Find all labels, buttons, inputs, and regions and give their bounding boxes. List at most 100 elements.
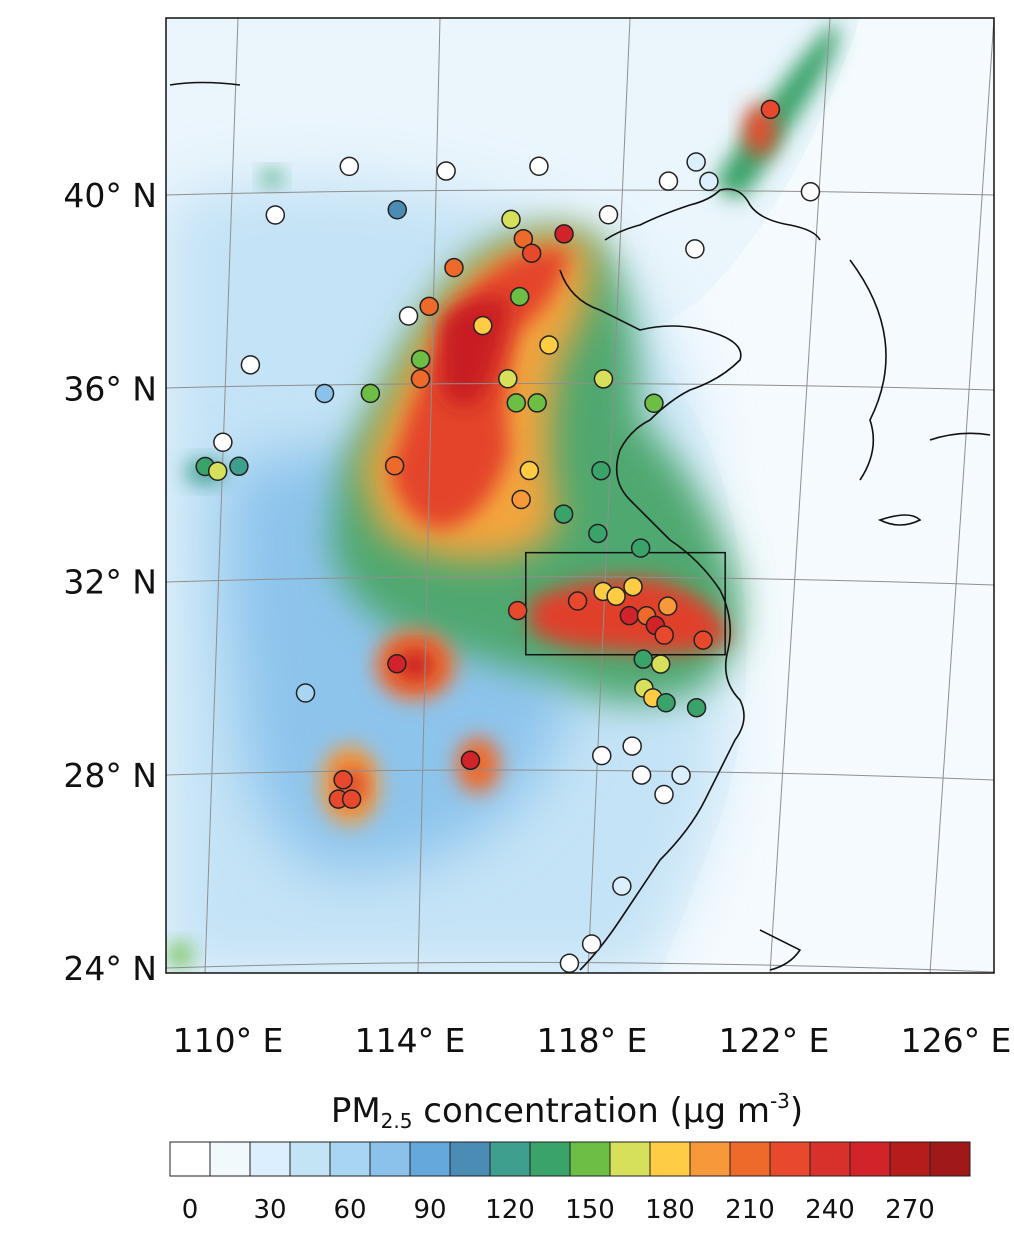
colorbar-title-main: PM [331,1091,381,1131]
longitude-labels: 110° E 114° E 118° E 122° E 126° E [173,1021,1012,1060]
station-marker [519,460,540,481]
plot-frame [165,17,995,974]
colorbar-tick-label: 90 [413,1195,446,1225]
station-marker [229,456,249,477]
study-region-box [525,551,726,656]
colorbar-swatch [169,1141,211,1177]
station-marker [760,99,781,120]
station-marker [686,697,707,718]
station-marker [341,789,362,809]
colorbar-swatch [529,1141,571,1177]
latitude-labels: 40° N 36° N 32° N 28° N 24° N [63,176,157,988]
colorbar-title: PM2.5 concentration (μg m-3) [331,1089,803,1133]
station-marker [498,369,518,389]
station-marker [567,591,588,611]
station-marker [654,625,674,645]
station-marker [473,315,493,336]
station-marker [360,383,381,404]
station-marker [507,600,528,621]
colorbar-tick-label: 30 [253,1195,286,1225]
colorbar-swatch [289,1141,331,1177]
colorbar-swatch [889,1141,931,1177]
colorbar-swatch [369,1141,411,1177]
concentration-field [166,18,994,973]
station-marker [588,523,608,544]
station-marker [527,393,547,413]
colorbar-title-rest: concentration (μg m [412,1091,770,1131]
lon-label: 126° E [901,1021,1012,1060]
lat-label: 28° N [63,756,157,795]
station-marker [612,876,632,896]
colorbar-title-end: ) [790,1091,803,1131]
colorbar-tick-label: 120 [485,1195,535,1225]
station-marker [444,257,464,278]
station-marker [384,456,405,476]
station-marker [513,228,534,249]
station-marker [592,745,612,766]
station-marker [521,243,542,263]
lat-label: 36° N [63,369,157,408]
lon-label: 110° E [173,1021,284,1060]
station-marker [598,204,619,225]
colorbar-swatch [689,1141,731,1177]
station-marker [671,765,691,785]
station-marker [633,649,654,669]
station-marker [591,460,611,481]
station-marker [559,953,580,974]
colorbar-swatch [489,1141,531,1177]
lat-label: 24° N [63,949,157,988]
colorbar-swatch [769,1141,811,1177]
colorbar-title-sub: 2.5 [381,1109,413,1133]
station-marker [436,161,456,181]
coastline [169,81,991,971]
station-marker [265,205,286,225]
station-marker [460,750,481,771]
station-marker [295,683,316,703]
study-box-outline [525,551,726,656]
station-marker [656,692,676,713]
station-marker [800,181,821,202]
colorbar-tick-label: 240 [805,1195,855,1225]
station-marker [623,576,643,597]
lon-label: 122° E [719,1021,830,1060]
station-marker [501,209,521,230]
station-marker [693,630,713,650]
colorbar-swatch [849,1141,891,1177]
colorbar-swatch [409,1141,451,1177]
station-marker [631,765,652,785]
station-markers [195,99,821,974]
station-marker [630,538,651,558]
station-marker [529,156,549,177]
lat-label: 40° N [63,176,157,215]
station-marker [699,171,719,192]
station-marker [654,784,674,805]
colorbar-tick-label: 180 [645,1195,695,1225]
colorbar-tick-label: 150 [565,1195,615,1225]
station-marker [419,296,439,317]
station-marker [539,335,559,355]
colorbar-ticks: 0 30 60 90 120 150 180 210 240 270 [182,1195,935,1225]
colorbar-swatch [329,1141,371,1177]
colorbar-swatch [809,1141,851,1177]
lon-label: 114° E [355,1021,466,1060]
colorbar-tick-label: 0 [182,1195,199,1225]
station-marker [333,770,353,790]
station-marker [554,224,574,244]
station-marker [658,171,679,191]
station-marker [644,393,664,414]
station-marker [509,286,530,307]
colorbar-swatch [729,1141,771,1177]
station-marker [213,432,233,452]
colorbar [169,1141,971,1177]
station-marker [685,239,705,259]
station-marker [410,349,431,370]
station-marker [314,383,335,404]
station-marker [398,306,419,326]
station-marker [207,461,228,482]
lat-label: 32° N [63,563,157,602]
station-marker [240,355,261,375]
graticule [166,18,994,973]
station-marker [410,369,431,389]
station-marker [387,654,407,674]
